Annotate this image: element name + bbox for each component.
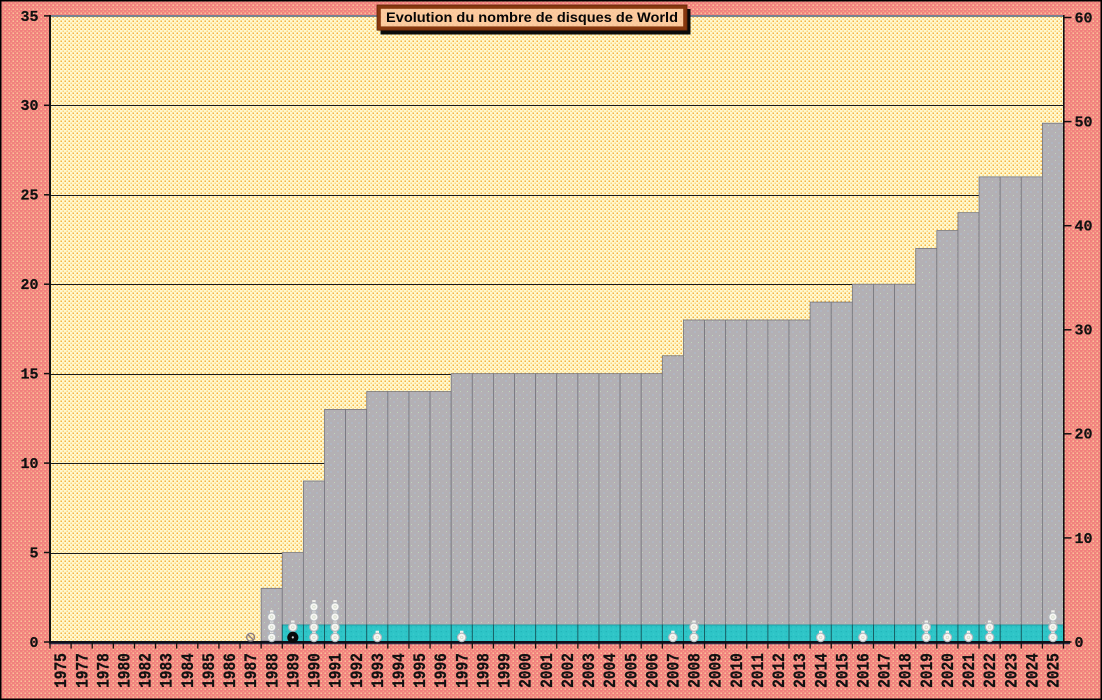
svg-text:60: 60: [1075, 10, 1093, 27]
svg-text:30: 30: [20, 98, 38, 115]
svg-text:2024: 2024: [1023, 653, 1043, 688]
svg-text:2012: 2012: [770, 653, 790, 688]
svg-text:1986: 1986: [221, 653, 241, 688]
svg-text:2019: 2019: [918, 653, 938, 688]
svg-text:2008: 2008: [685, 653, 705, 688]
svg-text:1989: 1989: [284, 653, 304, 688]
svg-text:2020: 2020: [939, 653, 959, 688]
svg-text:2010: 2010: [728, 653, 748, 688]
svg-text:2014: 2014: [812, 653, 832, 688]
svg-text:0: 0: [29, 635, 38, 652]
svg-text:2009: 2009: [706, 653, 726, 688]
svg-text:1996: 1996: [432, 653, 452, 688]
svg-text:2002: 2002: [559, 653, 579, 688]
svg-text:50: 50: [1075, 115, 1093, 132]
svg-text:35: 35: [20, 9, 38, 26]
svg-text:1982: 1982: [136, 653, 156, 688]
svg-text:15: 15: [20, 367, 38, 384]
svg-text:5: 5: [29, 545, 38, 562]
svg-text:2005: 2005: [622, 653, 642, 688]
svg-text:20: 20: [1075, 427, 1093, 444]
svg-text:1987: 1987: [242, 653, 262, 688]
svg-text:1984: 1984: [179, 653, 199, 688]
svg-text:2023: 2023: [1002, 653, 1022, 688]
svg-text:2022: 2022: [981, 653, 1001, 688]
svg-text:2000: 2000: [516, 653, 536, 688]
svg-text:1988: 1988: [263, 653, 283, 688]
svg-text:2004: 2004: [601, 653, 621, 688]
svg-text:1999: 1999: [495, 653, 515, 688]
svg-text:1998: 1998: [474, 653, 494, 688]
svg-text:1994: 1994: [390, 653, 410, 688]
svg-text:2001: 2001: [538, 653, 558, 688]
svg-text:40: 40: [1075, 219, 1093, 236]
svg-text:2018: 2018: [897, 653, 917, 688]
svg-text:2003: 2003: [580, 653, 600, 688]
svg-text:Evolution du nombre de disques: Evolution du nombre de disques de World: [386, 10, 678, 25]
svg-text:1983: 1983: [158, 653, 178, 688]
svg-text:2016: 2016: [854, 653, 874, 688]
svg-text:1977: 1977: [73, 653, 93, 688]
svg-text:1995: 1995: [411, 653, 431, 688]
svg-text:1993: 1993: [369, 653, 389, 688]
svg-text:1980: 1980: [115, 653, 135, 688]
svg-text:20: 20: [20, 277, 38, 294]
svg-text:2006: 2006: [643, 653, 663, 688]
svg-text:1997: 1997: [453, 653, 473, 688]
svg-text:1978: 1978: [94, 653, 114, 688]
svg-text:1992: 1992: [348, 653, 368, 688]
svg-text:25: 25: [20, 188, 38, 205]
svg-text:30: 30: [1075, 323, 1093, 340]
svg-text:2021: 2021: [960, 653, 980, 688]
svg-text:1975: 1975: [52, 653, 72, 688]
svg-text:2011: 2011: [749, 653, 769, 688]
svg-text:2007: 2007: [664, 653, 684, 688]
svg-text:2025: 2025: [1044, 653, 1064, 688]
svg-text:2015: 2015: [833, 653, 853, 688]
svg-text:2017: 2017: [875, 653, 895, 688]
svg-text:1990: 1990: [305, 653, 325, 688]
svg-text:0: 0: [1075, 635, 1084, 652]
svg-text:2013: 2013: [791, 653, 811, 688]
svg-text:10: 10: [20, 456, 38, 473]
svg-text:1985: 1985: [200, 653, 220, 688]
svg-text:1991: 1991: [326, 653, 346, 688]
svg-text:10: 10: [1075, 531, 1093, 548]
